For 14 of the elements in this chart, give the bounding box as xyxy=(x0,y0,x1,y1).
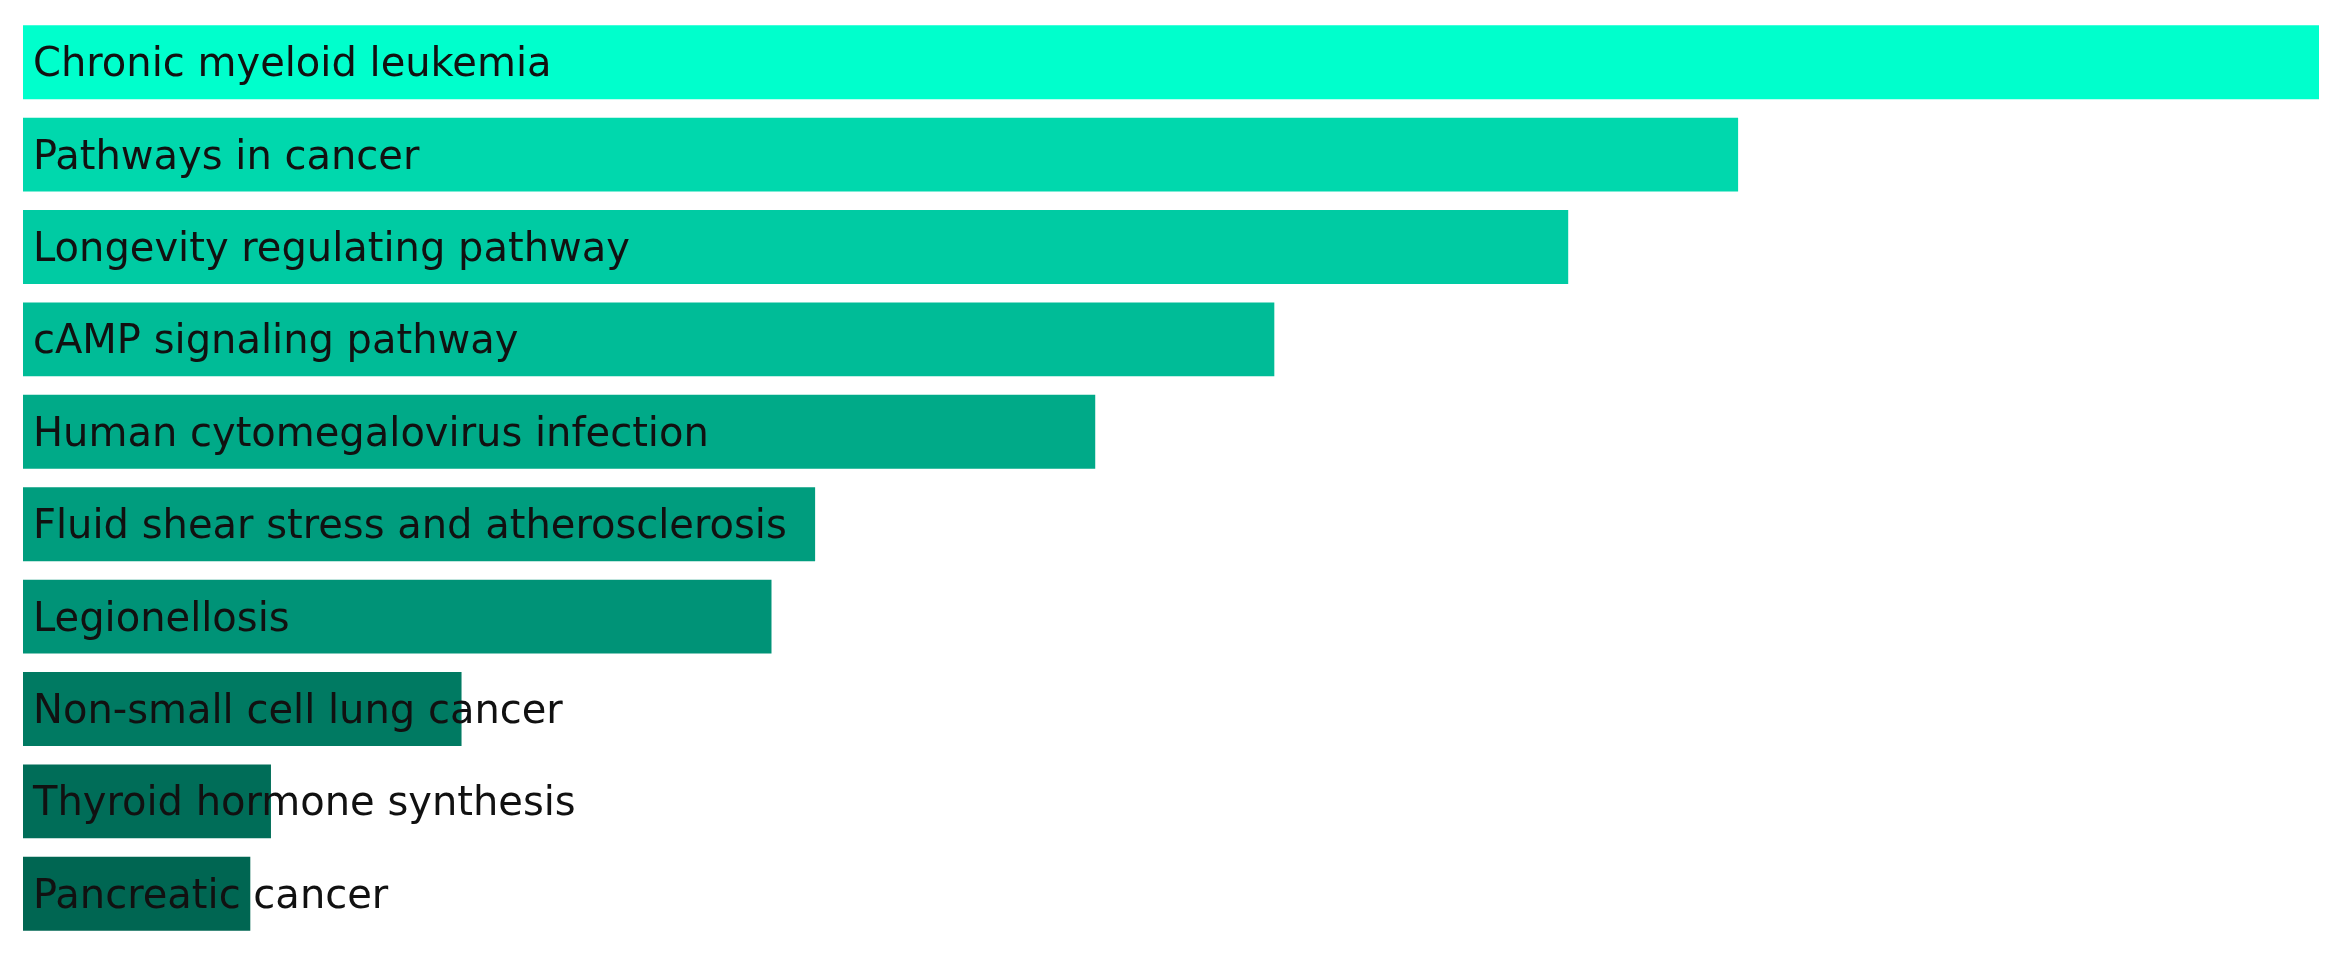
bar xyxy=(23,302,1275,377)
bar xyxy=(23,117,1739,192)
bar xyxy=(23,579,772,654)
y-tick-label: Pancreatic cancer xyxy=(33,870,389,917)
y-tick-label: cAMP signaling pathway xyxy=(33,316,519,363)
bar xyxy=(23,25,2319,100)
y-tick-label: Legionellosis xyxy=(33,593,290,640)
y-tick-label: Pathways in cancer xyxy=(33,131,420,178)
bar xyxy=(23,394,1096,469)
bar xyxy=(23,210,1569,284)
y-tick-label: Longevity regulating pathway xyxy=(33,224,630,270)
y-tick-label: Fluid shear stress and atherosclerosis xyxy=(33,501,787,548)
y-tick-label: Chronic myeloid leukemia xyxy=(33,39,552,86)
y-tick-label: Human cytomegalovirus infection xyxy=(33,408,709,455)
